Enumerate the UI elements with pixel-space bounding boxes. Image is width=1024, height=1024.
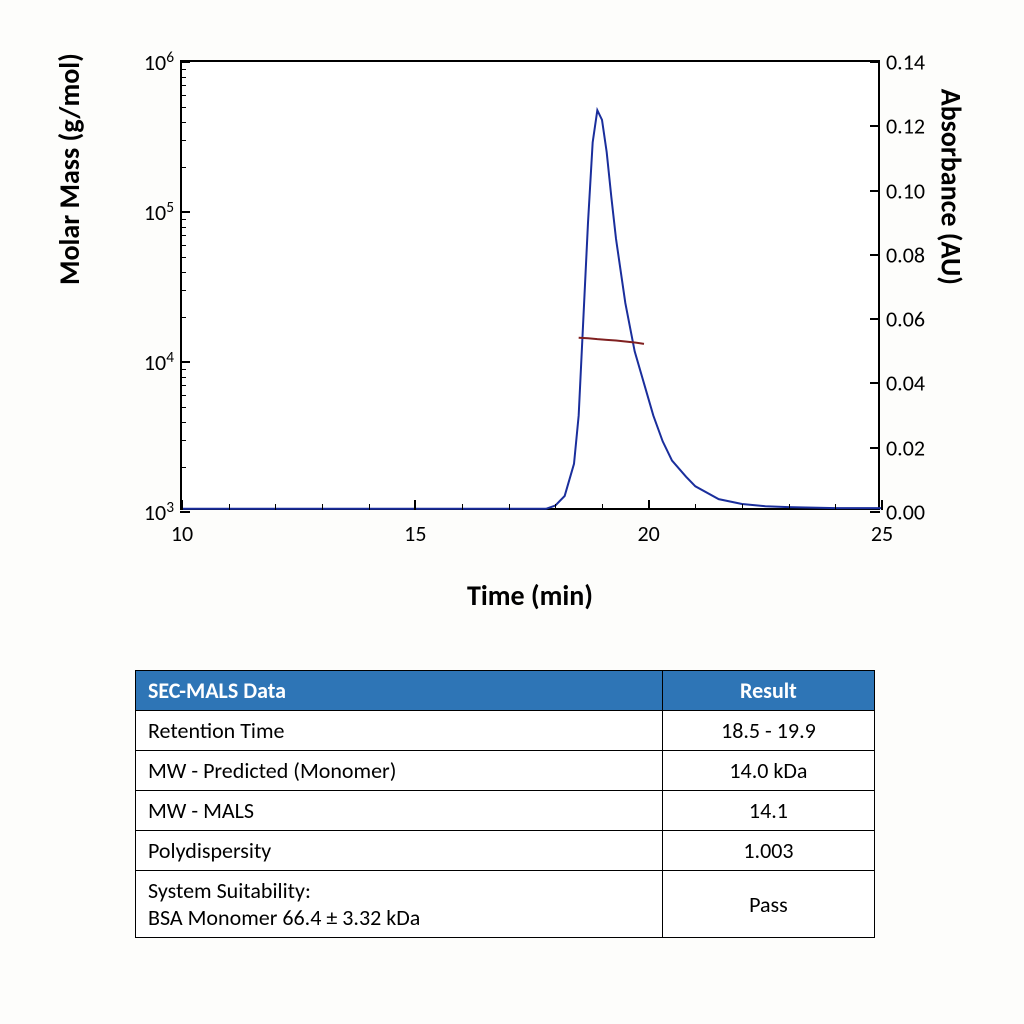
y-right-tick-label: 0.02 <box>886 434 925 461</box>
row-result: 14.1 <box>662 791 874 831</box>
table-row: Retention Time18.5 - 19.9 <box>136 711 875 751</box>
molar-mass-trace <box>579 338 644 344</box>
table-row: MW - Predicted (Monomer)14.0 kDa <box>136 751 875 791</box>
sec-mals-table: SEC-MALS Data Result Retention Time18.5 … <box>135 670 875 938</box>
row-result: 18.5 - 19.9 <box>662 711 874 751</box>
x-tick-label: 15 <box>404 520 426 547</box>
x-axis-label: Time (min) <box>467 578 593 613</box>
row-label: System Suitability:BSA Monomer 66.4 ± 3.… <box>136 871 663 938</box>
row-result: 1.003 <box>662 831 874 871</box>
row-result: Pass <box>662 871 874 938</box>
x-tick-label: 10 <box>171 520 193 547</box>
sec-mals-chart: Time (min) 1031041051060.000.020.040.060… <box>60 40 960 620</box>
y-left-tick-label: 106 <box>144 48 174 76</box>
y-left-tick-label: 105 <box>144 198 174 226</box>
x-tick-label: 25 <box>871 520 893 547</box>
y-right-tick-label: 0.10 <box>886 177 925 204</box>
y-axis-right-label: Absorbance (AU) <box>933 89 968 285</box>
row-label: Polydispersity <box>136 831 663 871</box>
y-left-tick-label: 103 <box>144 498 174 526</box>
plot-area: Time (min) 1031041051060.000.020.040.060… <box>180 60 880 510</box>
row-label: MW - Predicted (Monomer) <box>136 751 663 791</box>
absorbance-trace <box>182 110 882 509</box>
y-right-tick-label: 0.12 <box>886 113 925 140</box>
row-result: 14.0 kDa <box>662 751 874 791</box>
y-right-tick-label: 0.14 <box>886 49 925 76</box>
table-row: Polydispersity1.003 <box>136 831 875 871</box>
table-row: MW - MALS14.1 <box>136 791 875 831</box>
row-label: Retention Time <box>136 711 663 751</box>
y-left-tick-label: 104 <box>144 348 174 376</box>
plot-svg <box>182 62 882 512</box>
row-label: MW - MALS <box>136 791 663 831</box>
x-tick-label: 20 <box>638 520 660 547</box>
col-header-result: Result <box>662 671 874 711</box>
table-row: System Suitability:BSA Monomer 66.4 ± 3.… <box>136 871 875 938</box>
y-right-tick-label: 0.06 <box>886 306 925 333</box>
table-header-row: SEC-MALS Data Result <box>136 671 875 711</box>
y-axis-left-label: Molar Mass (g/mol) <box>52 53 87 285</box>
col-header-data: SEC-MALS Data <box>136 671 663 711</box>
y-right-tick-label: 0.08 <box>886 241 925 268</box>
data-table: SEC-MALS Data Result Retention Time18.5 … <box>135 670 875 938</box>
y-right-tick-label: 0.04 <box>886 370 925 397</box>
